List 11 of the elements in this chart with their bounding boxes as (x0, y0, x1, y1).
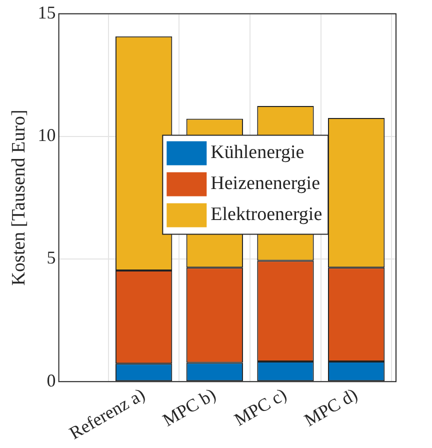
x-tick-label: MPC c) (230, 384, 290, 430)
legend-label: Elektroenergie (210, 204, 322, 226)
legend-label: Kühlenergie (210, 142, 304, 164)
y-tick-label: 0 (46, 370, 56, 390)
x-tick-label: MPC d) (300, 384, 361, 430)
legend-label: Heizenenergie (210, 173, 320, 194)
y-tick-label: 10 (38, 125, 56, 146)
y-tick-label: 15 (38, 2, 56, 23)
y-axis-title: Kosten [Tausend Euro] (8, 110, 30, 286)
y-tick-label: 5 (46, 248, 56, 268)
x-tick-label: MPC b) (159, 384, 220, 430)
